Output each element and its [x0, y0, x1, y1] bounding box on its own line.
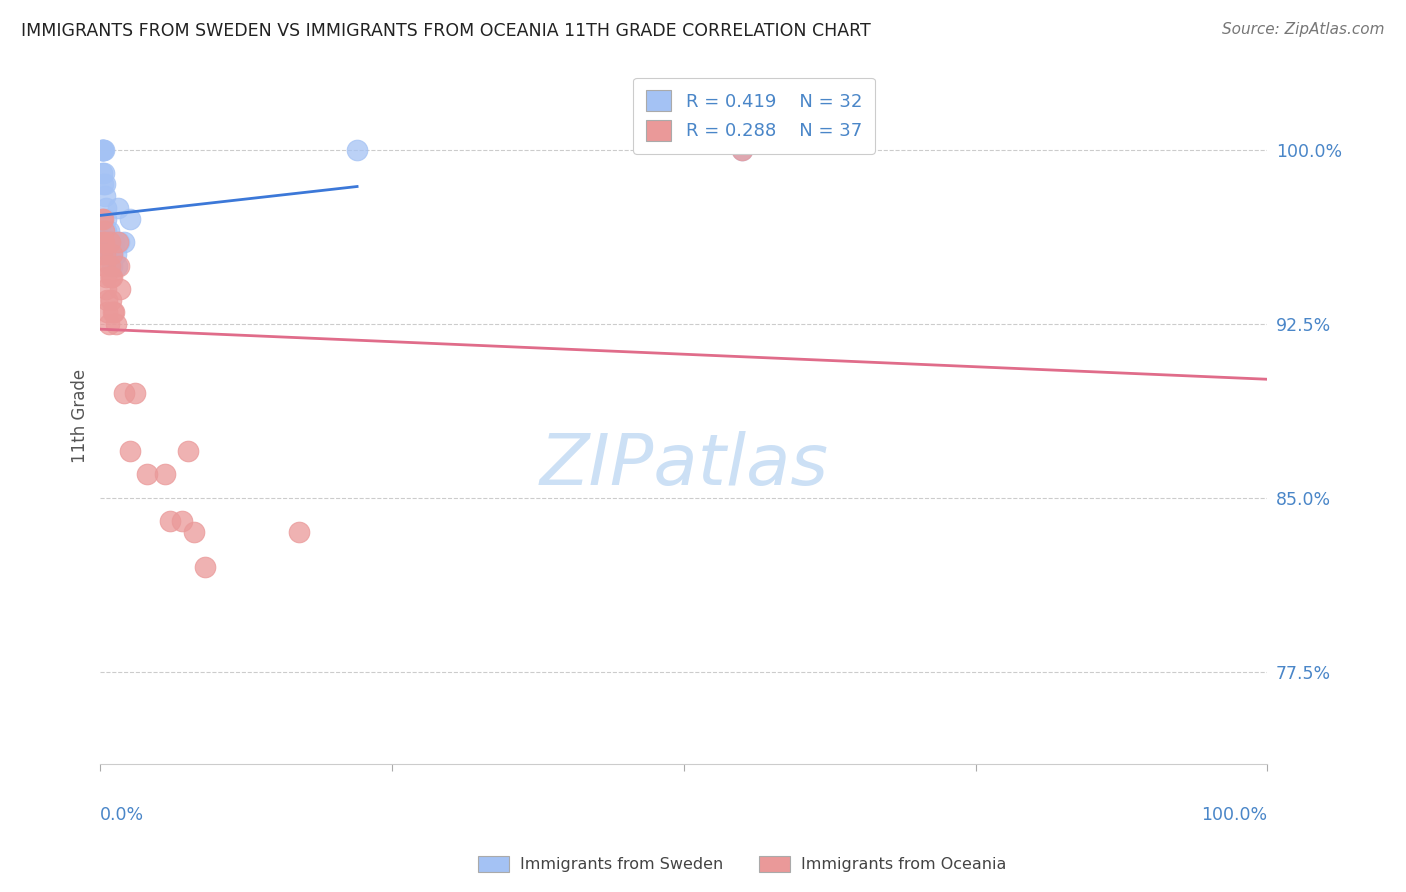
Text: 100.0%: 100.0% — [1201, 806, 1267, 824]
Point — [108, 282, 131, 296]
Point — [96, 305, 118, 319]
Point — [101, 247, 124, 261]
Point — [97, 317, 120, 331]
Text: Immigrants from Oceania: Immigrants from Oceania — [801, 857, 1007, 871]
Point — [98, 235, 121, 250]
Point — [96, 235, 118, 250]
Point — [101, 247, 124, 261]
Point — [98, 247, 121, 261]
Text: 0.0%: 0.0% — [100, 806, 145, 824]
Point — [194, 560, 217, 574]
Point — [96, 270, 118, 285]
Point — [94, 247, 117, 261]
Y-axis label: 11th Grade: 11th Grade — [72, 369, 89, 464]
Point — [91, 235, 114, 250]
Point — [98, 259, 121, 273]
Point — [103, 305, 125, 319]
Point — [90, 247, 112, 261]
Point — [93, 166, 115, 180]
Point — [100, 293, 122, 308]
Point — [94, 259, 117, 273]
Point — [103, 235, 125, 250]
Point — [90, 143, 112, 157]
Point — [346, 143, 368, 157]
Point — [108, 259, 131, 273]
Point — [90, 166, 112, 180]
Point — [98, 235, 121, 250]
Point — [94, 178, 117, 192]
Point — [90, 212, 112, 227]
Point — [153, 467, 176, 482]
Point — [177, 444, 200, 458]
Point — [96, 224, 118, 238]
Point — [90, 143, 112, 157]
Point — [136, 467, 159, 482]
Point — [287, 525, 309, 540]
Point — [104, 247, 127, 261]
Point — [100, 235, 122, 250]
Point — [118, 444, 141, 458]
Point — [91, 143, 114, 157]
Point — [107, 235, 129, 250]
Point — [112, 235, 135, 250]
Point — [731, 143, 754, 157]
Point — [93, 143, 115, 157]
Point — [93, 235, 115, 250]
Point — [93, 224, 115, 238]
Point — [91, 143, 114, 157]
Point — [96, 201, 118, 215]
Point — [159, 514, 181, 528]
Point — [100, 270, 122, 285]
Point — [124, 386, 146, 401]
Point — [107, 201, 129, 215]
Point — [101, 259, 124, 273]
Text: Source: ZipAtlas.com: Source: ZipAtlas.com — [1222, 22, 1385, 37]
Point — [170, 514, 193, 528]
Point — [105, 259, 128, 273]
Text: ZIPatlas: ZIPatlas — [540, 431, 828, 500]
Point — [96, 212, 118, 227]
Point — [97, 235, 120, 250]
Point — [100, 247, 122, 261]
Point — [97, 224, 120, 238]
Point — [96, 282, 118, 296]
Point — [94, 189, 117, 203]
Point — [731, 143, 754, 157]
Text: IMMIGRANTS FROM SWEDEN VS IMMIGRANTS FROM OCEANIA 11TH GRADE CORRELATION CHART: IMMIGRANTS FROM SWEDEN VS IMMIGRANTS FRO… — [21, 22, 870, 40]
Point — [104, 317, 127, 331]
Point — [91, 178, 114, 192]
Point — [108, 235, 131, 250]
Legend: R = 0.419    N = 32, R = 0.288    N = 37: R = 0.419 N = 32, R = 0.288 N = 37 — [633, 78, 875, 153]
Point — [183, 525, 205, 540]
Point — [91, 212, 114, 227]
Point — [103, 305, 125, 319]
Point — [118, 212, 141, 227]
Point — [112, 386, 135, 401]
Point — [96, 293, 118, 308]
Point — [101, 270, 124, 285]
Point — [96, 235, 118, 250]
Text: Immigrants from Sweden: Immigrants from Sweden — [520, 857, 724, 871]
